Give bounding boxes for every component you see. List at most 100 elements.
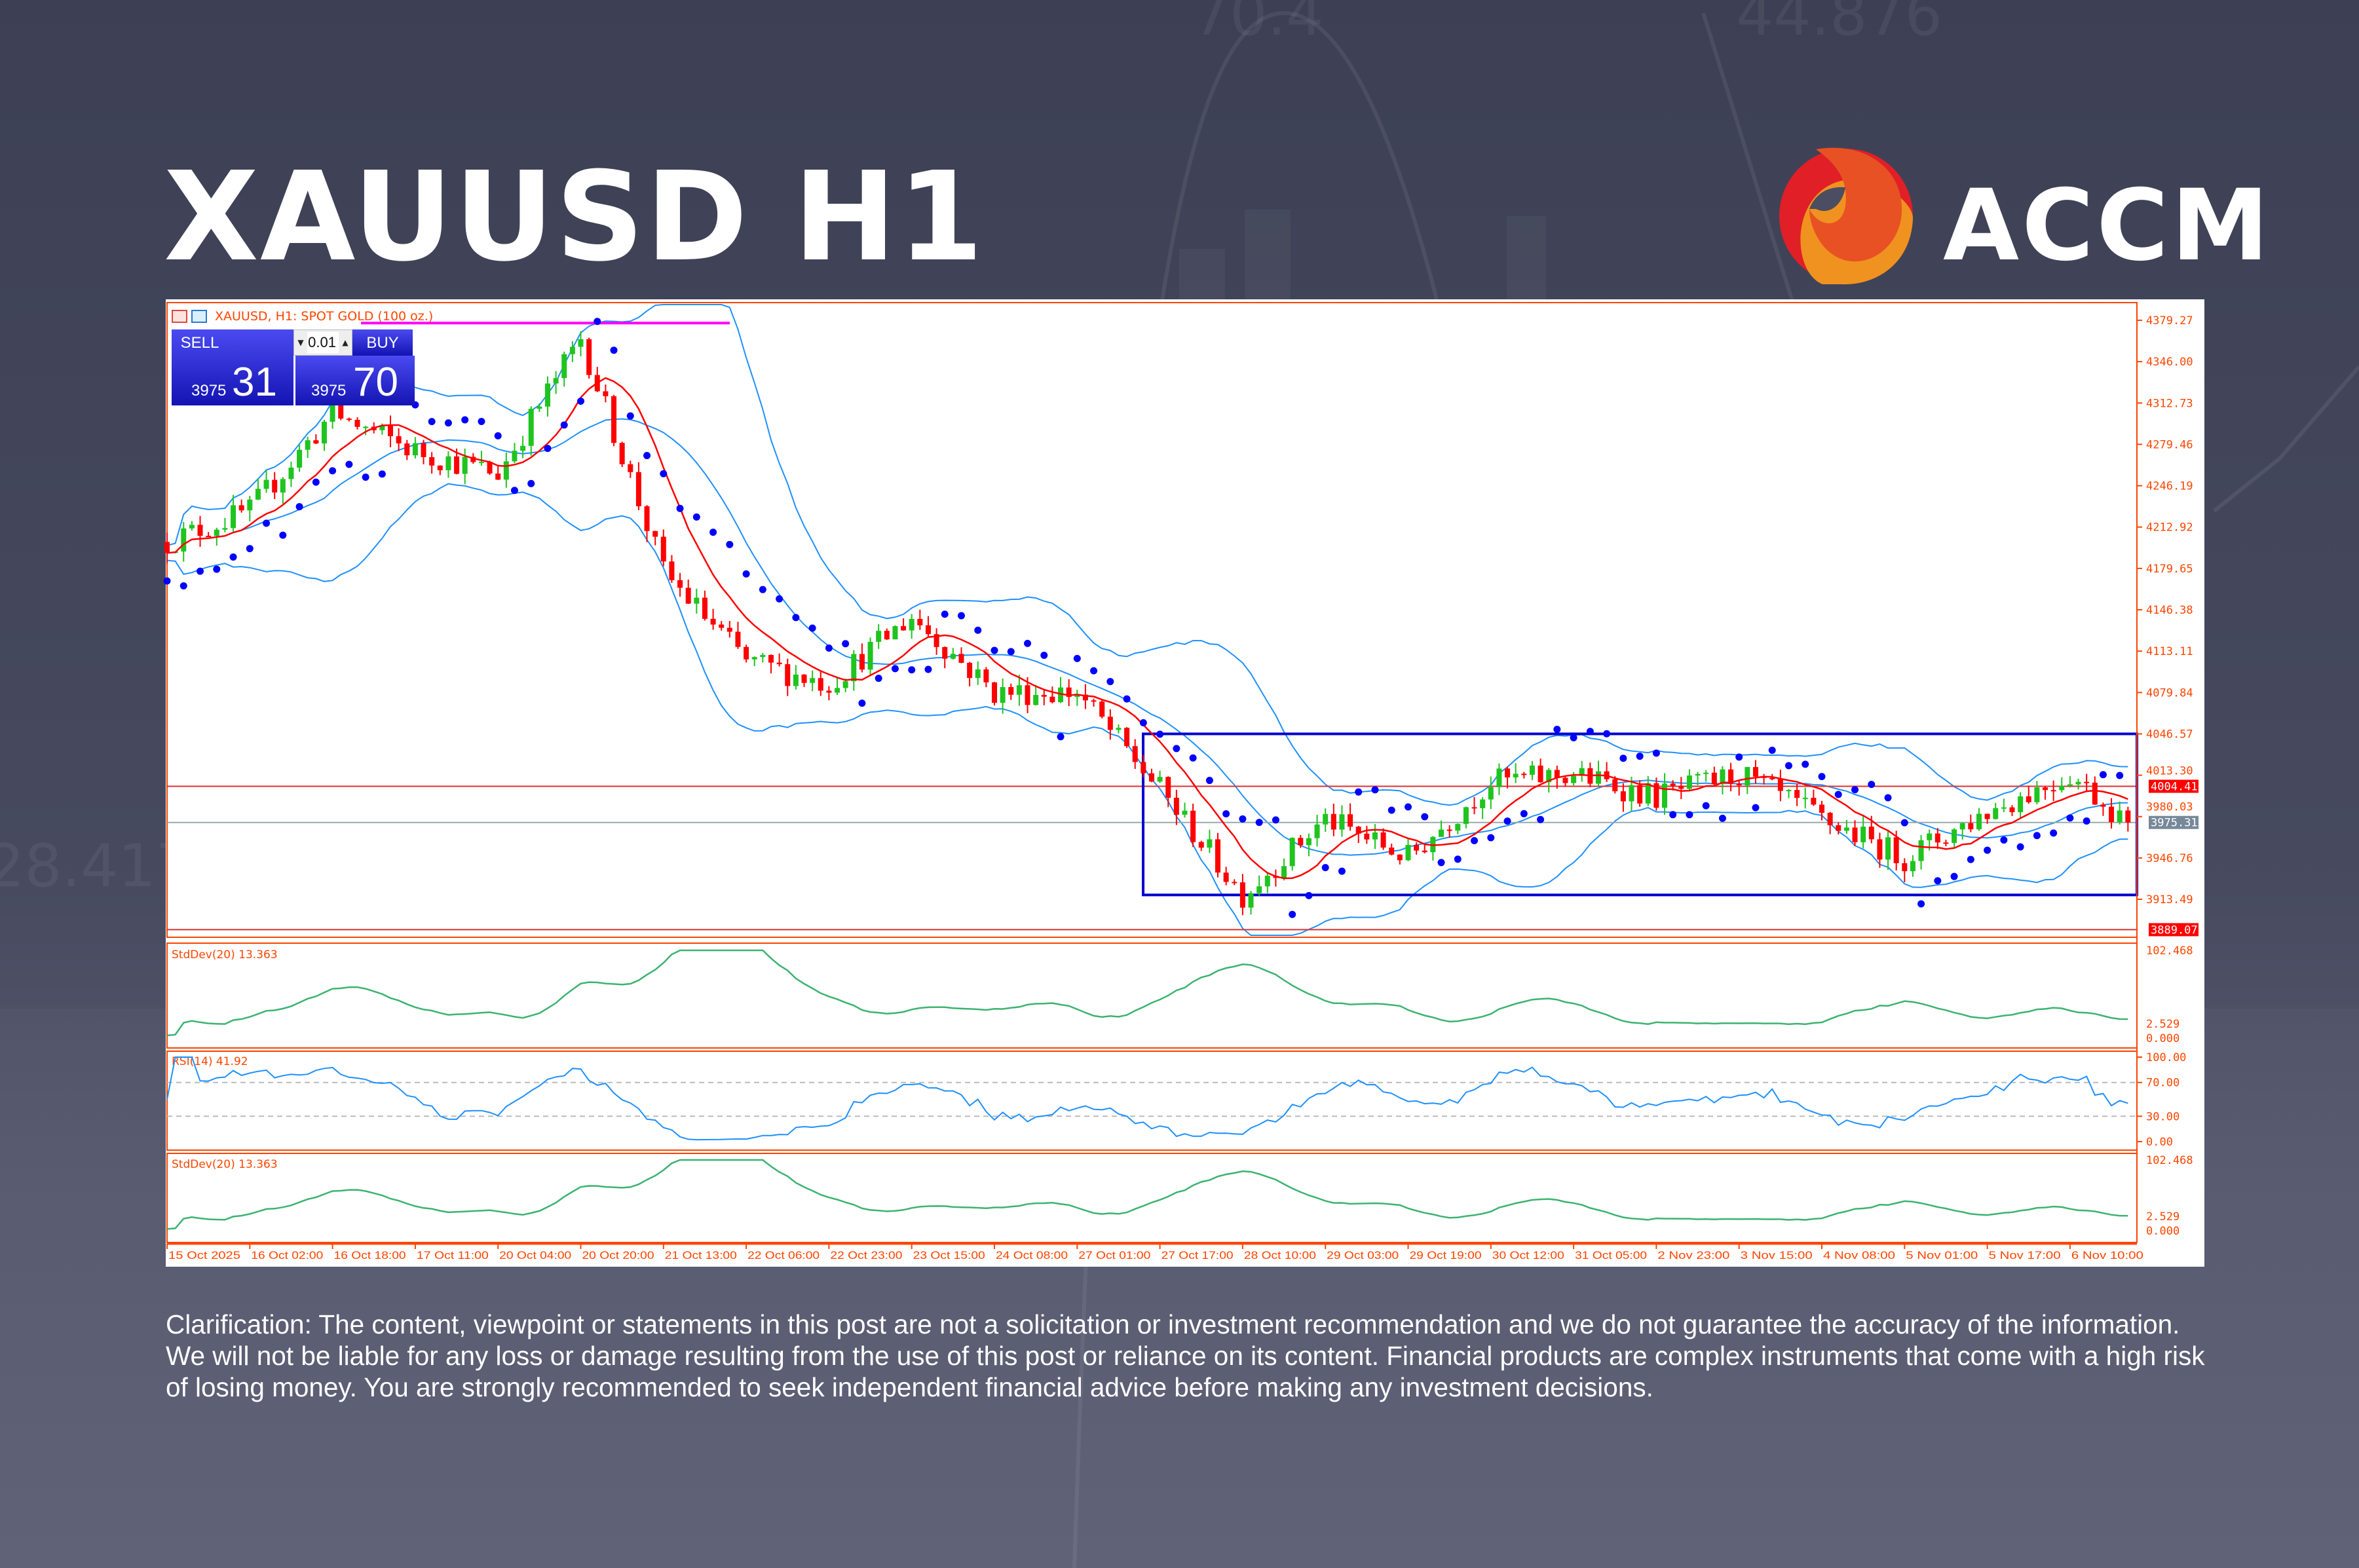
parabolic-sar-dot — [1173, 745, 1180, 753]
candle-body — [867, 641, 873, 670]
candle-body — [238, 505, 244, 511]
lot-size-stepper[interactable]: ▼ 0.01 ▲ — [293, 329, 352, 356]
parabolic-sar-dot — [1421, 813, 1429, 821]
candle-body — [1505, 768, 1511, 777]
parabolic-sar-dot — [1636, 753, 1644, 760]
indicator-axis-label: 0.000 — [2146, 1032, 2180, 1045]
candle-body — [1008, 686, 1014, 695]
parabolic-sar-dot — [1156, 730, 1164, 738]
candle-body — [992, 682, 997, 703]
price-tick-label: 4013.30 — [2146, 764, 2193, 777]
price-tick-label: 4146.38 — [2146, 604, 2193, 617]
parabolic-sar-dot — [163, 577, 171, 585]
candle-body — [1934, 833, 1940, 843]
parabolic-sar-dot — [1289, 910, 1296, 918]
parabolic-sar-dot — [461, 416, 469, 424]
candle-body — [1868, 827, 1874, 840]
candle-body — [421, 443, 426, 457]
candle-body — [1952, 829, 1957, 844]
candle-body — [1281, 866, 1287, 878]
candle-body — [1984, 813, 1990, 819]
candle-body — [1653, 783, 1659, 808]
candle-body — [1157, 777, 1163, 782]
candle-body — [1927, 833, 1933, 840]
candle-body — [2109, 806, 2115, 823]
candle-body — [2026, 796, 2031, 802]
parabolic-sar-dot — [808, 624, 816, 632]
candle-body — [901, 625, 907, 631]
parabolic-sar-dot — [1405, 803, 1412, 811]
parabolic-sar-dot — [1851, 786, 1859, 794]
parabolic-sar-dot — [1057, 733, 1065, 741]
candle-body — [1058, 687, 1064, 703]
candle-body — [810, 678, 816, 683]
candle-body — [231, 505, 236, 529]
buy-price-button[interactable]: 3975 70 — [293, 356, 415, 405]
parabolic-sar-dot — [792, 614, 800, 622]
candle-body — [528, 409, 534, 446]
candle-body — [934, 634, 939, 647]
candle-body — [1488, 787, 1494, 800]
disclaimer-text: Clarification: The content, viewpoint or… — [166, 1309, 2205, 1402]
parabolic-sar-dot — [478, 418, 485, 426]
candle-body — [1562, 777, 1568, 783]
parabolic-sar-dot — [1090, 667, 1098, 675]
bollinger-upper-line — [166, 304, 2128, 806]
parabolic-sar-dot — [594, 318, 601, 326]
candle-body — [189, 525, 195, 529]
sell-label: SELL — [180, 334, 219, 352]
parabolic-sar-dot — [263, 519, 271, 527]
candle-body — [1248, 893, 1254, 908]
buy-button[interactable]: BUY — [352, 329, 413, 356]
price-tick-label: 4113.11 — [2146, 645, 2193, 658]
decrease-lot-icon[interactable]: ▼ — [297, 338, 304, 347]
parabolic-sar-dot — [858, 700, 866, 707]
candle-body — [2034, 787, 2040, 802]
candle-body — [1173, 798, 1179, 815]
parabolic-sar-dot — [1123, 695, 1131, 703]
candle-body — [1645, 783, 1651, 804]
price-tick-label: 4279.46 — [2146, 438, 2193, 451]
candle-body — [1082, 694, 1088, 701]
candle-body — [297, 449, 303, 468]
parabolic-sar-dot — [1387, 806, 1395, 814]
chart-icon[interactable] — [191, 310, 207, 323]
candle-body — [1405, 845, 1411, 861]
candle-body — [1993, 808, 1999, 819]
sell-price-small: 3975 — [191, 382, 227, 400]
candle-body — [1190, 810, 1196, 842]
candle-body — [1554, 770, 1560, 778]
candle-body — [1372, 832, 1378, 840]
candle-body — [1314, 824, 1320, 838]
candle-body — [396, 436, 402, 443]
lot-size-input[interactable]: 0.01 — [307, 332, 339, 353]
parabolic-sar-dot — [2083, 817, 2090, 825]
parabolic-sar-dot — [1570, 734, 1577, 741]
candle-body — [859, 654, 865, 670]
candle-body — [1877, 839, 1883, 860]
sell-button[interactable]: SELL 3975 31 — [172, 329, 293, 405]
candle-body — [1463, 807, 1469, 824]
candle-body — [1513, 774, 1519, 777]
candle-body — [330, 401, 335, 422]
parabolic-sar-dot — [1752, 804, 1760, 812]
parabolic-sar-dot — [1950, 872, 1958, 880]
candle-body — [1148, 773, 1154, 782]
parabolic-sar-dot — [1967, 855, 1974, 863]
parabolic-sar-dot — [692, 513, 700, 521]
one-click-trading-panel: SELL 3975 31 ▼ 0.01 ▲ BUY 3975 70 — [172, 329, 415, 405]
candle-body — [1116, 728, 1122, 730]
chart-symbol-label: XAUUSD, H1: SPOT GOLD (100 oz.) — [215, 309, 434, 324]
stddev-pane-frame — [166, 943, 2138, 1049]
parabolic-sar-dot — [362, 474, 369, 481]
parabolic-sar-dot — [179, 582, 187, 589]
candle-body — [1132, 746, 1138, 762]
increase-lot-icon[interactable]: ▲ — [342, 338, 349, 347]
candle-body — [1000, 686, 1006, 703]
price-tick-label: 4212.92 — [2146, 521, 2193, 534]
candle-body — [818, 678, 823, 691]
grid-icon[interactable] — [172, 310, 187, 323]
candle-body — [1298, 838, 1304, 846]
parabolic-sar-dot — [577, 397, 584, 405]
